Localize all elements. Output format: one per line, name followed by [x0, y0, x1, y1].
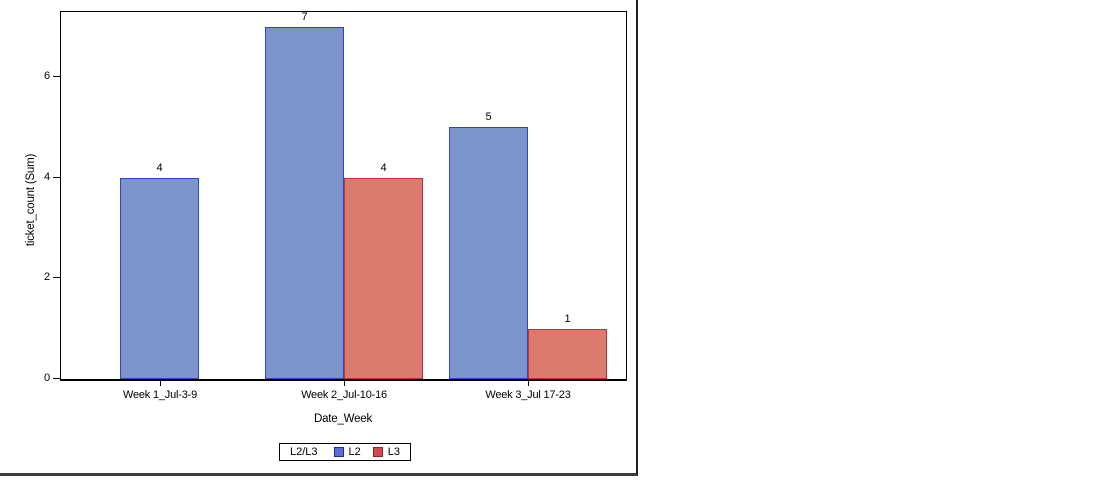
legend-swatch-l3-icon: [372, 447, 383, 457]
legend: L2/L3 L2 L3: [278, 443, 412, 461]
y-axis-tick-label: 4: [43, 171, 50, 183]
legend-swatch-l2-icon: [333, 447, 344, 457]
plot-area: 4 7 4 5 1: [60, 11, 627, 381]
legend-item-l2[interactable]: L2: [333, 446, 361, 458]
bar-value-label: 7: [301, 11, 308, 23]
x-axis-category-label: Week 3_Jul 17-23: [485, 389, 571, 401]
bar-value-label: 5: [485, 111, 492, 123]
x-axis-tick: [344, 381, 345, 386]
y-axis-tick-label: 0: [43, 372, 50, 384]
x-axis-tick: [160, 381, 161, 386]
legend-item-l3[interactable]: L3: [372, 446, 401, 458]
y-axis-tick-label: 6: [43, 70, 50, 82]
legend-label-l2: L2: [348, 446, 361, 458]
legend-title: L2/L3: [289, 446, 318, 458]
bar-l2-category3[interactable]: [449, 127, 528, 379]
x-axis-category-label: Week 2_Jul-10-16: [301, 389, 387, 401]
y-axis-tick: [53, 76, 60, 77]
x-axis-title: Date_Week: [313, 413, 373, 425]
legend-items: L2 L3: [333, 446, 401, 458]
bar-value-label: 1: [564, 313, 571, 325]
bar-l2-category1[interactable]: [120, 178, 199, 379]
bar-value-label: 4: [380, 162, 387, 174]
bar-value-label: 4: [156, 162, 163, 174]
chart-window: ticket_count (Sum) 4 7 4 5 1 0 2 4 6 Week 1_Jul…: [0, 0, 638, 476]
x-axis-category-label: Week 1_Jul-3-9: [122, 389, 198, 401]
bar-l2-category2[interactable]: [265, 27, 344, 379]
y-axis-title: ticket_count (Sum): [25, 153, 37, 247]
x-axis-tick: [528, 381, 529, 386]
y-axis-tick: [53, 277, 60, 278]
bar-l3-category2[interactable]: [344, 178, 423, 379]
y-axis-tick: [53, 378, 60, 379]
y-axis-tick: [53, 177, 60, 178]
y-axis-tick-label: 2: [43, 271, 50, 283]
bar-l3-category3[interactable]: [528, 329, 607, 379]
legend-label-l3: L3: [387, 446, 401, 458]
